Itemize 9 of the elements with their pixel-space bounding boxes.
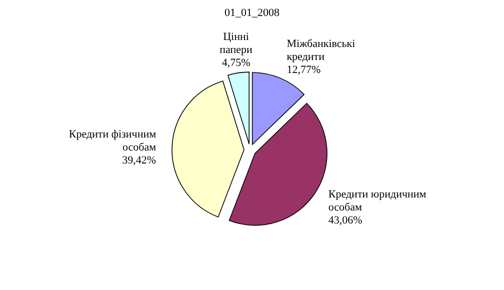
data-label: 43,06%	[328, 214, 362, 226]
data-label: 39,42%	[122, 154, 156, 167]
data-label: 4,75%	[222, 57, 250, 70]
slice-label: Кредити фізичним особам	[68, 128, 156, 154]
chart-title: 01_01_2008	[224, 7, 280, 19]
data-label: 12,77%	[286, 64, 321, 76]
slice-label: Кредити юридичним особам	[328, 188, 426, 214]
slice-label: Цінні папери	[220, 31, 253, 56]
slice-label: Міжбанківські кредити	[286, 38, 356, 64]
